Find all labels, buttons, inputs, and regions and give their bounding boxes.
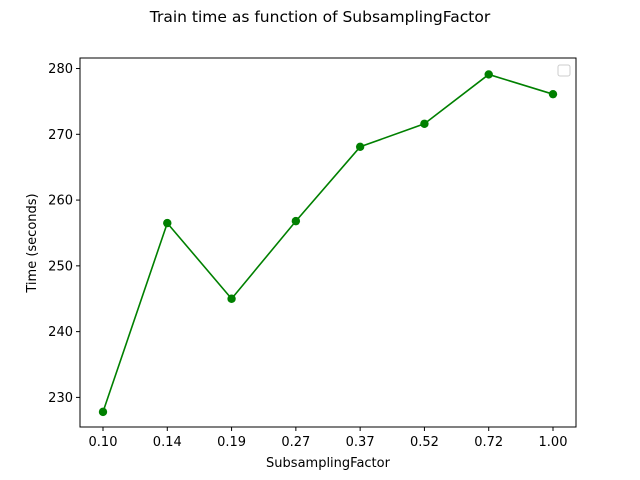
legend-box	[557, 64, 571, 77]
x-tick-label: 0.52	[410, 435, 439, 450]
y-tick-label: 260	[48, 194, 73, 209]
series-line	[102, 73, 554, 413]
data-point	[420, 119, 429, 128]
y-tick-label: 270	[48, 128, 73, 143]
y-tick-label: 250	[48, 259, 73, 274]
y-axis: 230 240 250 260 270 280	[48, 62, 80, 406]
x-axis-label: SubsamplingFactor	[266, 456, 391, 471]
y-tick-label: 280	[48, 62, 73, 77]
y-axis-label: Time (seconds)	[25, 193, 40, 293]
x-tick-label: 1.00	[539, 435, 568, 450]
data-point	[227, 294, 236, 303]
x-tick-label: 0.19	[217, 435, 246, 450]
data-point	[291, 216, 301, 226]
x-axis: 0.10 0.14 0.19 0.27 0.37 0.52 0.72 1.00	[89, 427, 568, 450]
data-point	[163, 218, 172, 228]
data-point	[548, 89, 558, 99]
plot-area	[79, 57, 577, 428]
chart-title: Train time as function of SubsamplingFac…	[149, 8, 491, 26]
x-tick-label: 0.14	[153, 435, 182, 450]
x-tick-label: 0.27	[281, 435, 310, 450]
y-tick-label: 240	[48, 325, 73, 340]
series-layer	[98, 70, 558, 417]
data-point	[484, 70, 493, 79]
data-point	[355, 142, 365, 151]
x-tick-label: 0.10	[89, 435, 118, 450]
y-tick-label: 230	[48, 391, 73, 406]
x-tick-label: 0.72	[474, 435, 503, 450]
data-point	[98, 407, 108, 417]
x-tick-label: 0.37	[346, 435, 375, 450]
